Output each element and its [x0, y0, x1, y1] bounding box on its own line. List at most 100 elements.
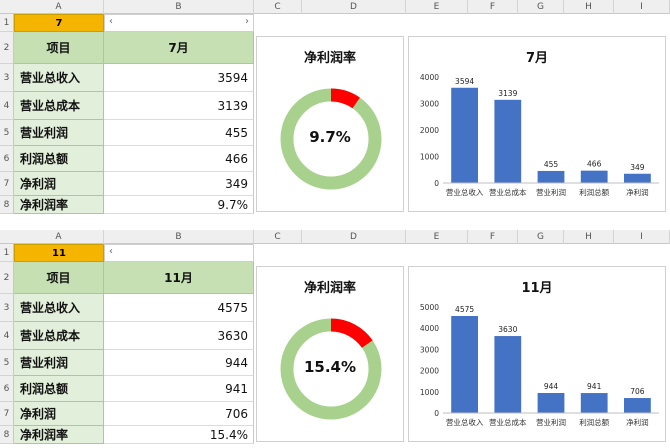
row-header[interactable]: 2: [0, 262, 14, 294]
x-category-label: 净利润: [626, 417, 649, 427]
row-header[interactable]: 8: [0, 426, 14, 444]
table-header-month[interactable]: 7月: [104, 32, 254, 64]
donut-chart-title: 净利润率: [303, 281, 356, 296]
row-header[interactable]: 5: [0, 120, 14, 146]
chevron-left-icon[interactable]: ‹: [109, 246, 113, 257]
row-header[interactable]: 3: [0, 64, 14, 92]
table-row-label[interactable]: 营业总成本: [14, 322, 104, 350]
bar-data-label: 466: [587, 160, 602, 169]
x-category-label: 营业利润: [536, 187, 566, 197]
table-row-value[interactable]: 706: [104, 402, 254, 426]
column-header-h[interactable]: H: [564, 230, 614, 244]
spreadsheet-view-july: A B C D E F G H I 1 2 3 4 5 6 7 8 7 ‹ › …: [0, 0, 670, 214]
column-header-i[interactable]: I: [614, 0, 670, 14]
row-header[interactable]: 1: [0, 14, 14, 32]
column-header-b[interactable]: B: [104, 0, 254, 14]
month-selector-cell[interactable]: 11: [14, 244, 104, 262]
bar-chart-svg: 0 1000 2000 3000 4000 5000 4575 营业总收入 3630 营业总成本 9…: [420, 303, 659, 427]
dropdown-scroll-bar[interactable]: ‹: [104, 244, 254, 262]
table-row-value[interactable]: 349: [104, 172, 254, 196]
bar-data-label: 4575: [455, 305, 474, 314]
table-row-label[interactable]: 利润总额: [14, 376, 104, 402]
y-tick-label: 5000: [420, 303, 439, 312]
column-header-a[interactable]: A: [14, 0, 104, 14]
table-row-label[interactable]: 净利润: [14, 402, 104, 426]
table-row-value[interactable]: 3594: [104, 64, 254, 92]
bar: [494, 99, 522, 183]
column-header-h[interactable]: H: [564, 0, 614, 14]
row-header[interactable]: 6: [0, 146, 14, 172]
dropdown-scroll-bar[interactable]: ‹ ›: [104, 14, 254, 32]
table-row-label[interactable]: 净利润率: [14, 196, 104, 214]
column-header-g[interactable]: G: [518, 0, 564, 14]
table-row-label[interactable]: 营业利润: [14, 120, 104, 146]
row-header[interactable]: 1: [0, 244, 14, 262]
bar-data-label: 706: [630, 387, 645, 396]
y-tick-label: 4000: [420, 73, 439, 82]
table-header-item[interactable]: 项目: [14, 32, 104, 64]
bar: [451, 316, 478, 413]
row-header[interactable]: 4: [0, 322, 14, 350]
row-header[interactable]: 4: [0, 92, 14, 120]
row-header[interactable]: 5: [0, 350, 14, 376]
column-header-c[interactable]: C: [254, 230, 302, 244]
row-header[interactable]: 7: [0, 402, 14, 426]
chevron-left-icon[interactable]: ‹: [109, 16, 113, 27]
table-row-value[interactable]: 466: [104, 146, 254, 172]
row-header[interactable]: 6: [0, 376, 14, 402]
table-row-value[interactable]: 941: [104, 376, 254, 402]
column-header-e[interactable]: E: [406, 0, 468, 14]
row-header[interactable]: 8: [0, 196, 14, 214]
row-header[interactable]: 3: [0, 294, 14, 322]
x-category-label: 营业总收入: [446, 417, 484, 427]
row-header[interactable]: 7: [0, 172, 14, 196]
table-header-month[interactable]: 11月: [104, 262, 254, 294]
x-category-label: 净利润: [626, 187, 649, 197]
table-row-value[interactable]: 455: [104, 120, 254, 146]
table-row-value[interactable]: 944: [104, 350, 254, 376]
column-header-c[interactable]: C: [254, 0, 302, 14]
table-row-label[interactable]: 净利润率: [14, 426, 104, 444]
y-tick-label: 1000: [420, 153, 439, 162]
table-row-label[interactable]: 净利润: [14, 172, 104, 196]
table-row-value[interactable]: 3630: [104, 322, 254, 350]
table-header-item[interactable]: 项目: [14, 262, 104, 294]
column-header-d[interactable]: D: [302, 230, 406, 244]
column-header-d[interactable]: D: [302, 0, 406, 14]
month-selector-cell[interactable]: 7: [14, 14, 104, 32]
table-row-value[interactable]: 4575: [104, 294, 254, 322]
bar-chart-july[interactable]: 7月 0 1000 2000 3000 4000 3594 营业总收入 3139 营业总成本 45…: [408, 36, 666, 212]
table-row-label[interactable]: 营业总收入: [14, 294, 104, 322]
column-header-e[interactable]: E: [406, 230, 468, 244]
bar: [494, 336, 522, 413]
column-header-b[interactable]: B: [104, 230, 254, 244]
donut-chart-july[interactable]: 净利润率 9.7%: [256, 36, 404, 212]
table-row-label[interactable]: 营业利润: [14, 350, 104, 376]
bar: [580, 393, 608, 413]
table-row-label[interactable]: 营业总收入: [14, 64, 104, 92]
x-category-label: 利润总额: [579, 417, 609, 427]
table-row-label[interactable]: 营业总成本: [14, 92, 104, 120]
column-header-g[interactable]: G: [518, 230, 564, 244]
chevron-right-icon[interactable]: ›: [245, 16, 249, 27]
bar: [624, 398, 651, 413]
bar-chart-november[interactable]: 11月 0 1000 2000 3000 4000 5000 4575 营业总收入 3630 营业…: [408, 266, 666, 442]
donut-center-label: 9.7%: [309, 128, 351, 146]
table-row-value[interactable]: 15.4%: [104, 426, 254, 444]
table-row-value[interactable]: 9.7%: [104, 196, 254, 214]
column-header-a[interactable]: A: [14, 230, 104, 244]
column-header-bar: A B C D E F G H I: [0, 230, 670, 244]
donut-chart-november[interactable]: 净利润率 15.4%: [256, 266, 404, 442]
y-tick-label: 3000: [420, 345, 439, 354]
column-header-f[interactable]: F: [468, 0, 518, 14]
bar: [537, 170, 565, 183]
x-category-label: 营业总成本: [489, 417, 527, 427]
row-header[interactable]: 2: [0, 32, 14, 64]
table-row-label[interactable]: 利润总额: [14, 146, 104, 172]
column-header-i[interactable]: I: [614, 230, 670, 244]
table-row-value[interactable]: 3139: [104, 92, 254, 120]
donut-value-slice: [280, 318, 382, 420]
column-header-f[interactable]: F: [468, 230, 518, 244]
spreadsheet-view-november: A B C D E F G H I 1 2 3 4 5 6 7 8 11 ‹ 项…: [0, 230, 670, 444]
bar-data-label: 349: [630, 163, 645, 172]
